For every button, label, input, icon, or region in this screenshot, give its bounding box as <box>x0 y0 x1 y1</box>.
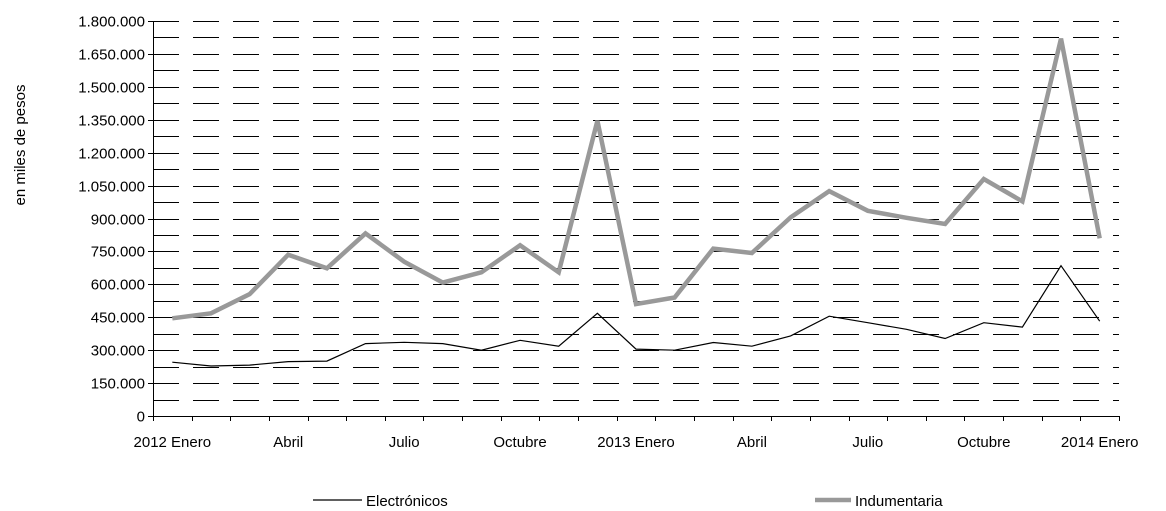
x-tick-label: 2012 Enero <box>134 434 212 451</box>
axes <box>153 21 1119 417</box>
x-tick-label: Julio <box>852 434 883 451</box>
x-tick-label: 2014 Enero <box>1061 434 1139 451</box>
x-axis-ticks: 2012 Enero Abril Julio Octubre 2013 Enero Abr… <box>134 416 1139 451</box>
x-tick-label: Octubre <box>957 434 1010 451</box>
x-tick-label: Julio <box>389 434 420 451</box>
series-line-1 <box>172 264 1101 367</box>
legend: Electrónicos Indumentaria <box>313 493 943 510</box>
series-lines <box>172 38 1102 367</box>
gridlines <box>153 21 1119 401</box>
y-tick-label: 1.200.000 <box>78 146 145 163</box>
y-tick-label: 1.800.000 <box>78 14 145 31</box>
x-tick-label: Octubre <box>493 434 546 451</box>
y-tick-label: 1.500.000 <box>78 80 145 97</box>
y-tick-label: 450.000 <box>91 310 145 327</box>
legend-label: Electrónicos <box>366 493 448 510</box>
series-line-2 <box>172 38 1102 321</box>
y-tick-label: 150.000 <box>91 376 145 393</box>
y-tick-label: 0 <box>137 409 145 426</box>
x-tick-label: 2013 Enero <box>597 434 675 451</box>
y-tick-label: 900.000 <box>91 212 145 229</box>
y-axis-label: en miles de pesos <box>12 85 29 206</box>
y-tick-label: 1.350.000 <box>78 113 145 130</box>
y-axis-ticks: 0 150.000 300.000 450.000 600.000 750.000 900.… <box>78 14 153 426</box>
legend-label: Indumentaria <box>855 493 943 510</box>
y-tick-label: 300.000 <box>91 343 145 360</box>
x-tick-label: Abril <box>737 434 767 451</box>
y-tick-label: 1.650.000 <box>78 47 145 64</box>
x-tick-label: Abril <box>273 434 303 451</box>
y-tick-label: 600.000 <box>91 277 145 294</box>
y-tick-label: 1.050.000 <box>78 179 145 196</box>
y-tick-label: 750.000 <box>91 244 145 261</box>
